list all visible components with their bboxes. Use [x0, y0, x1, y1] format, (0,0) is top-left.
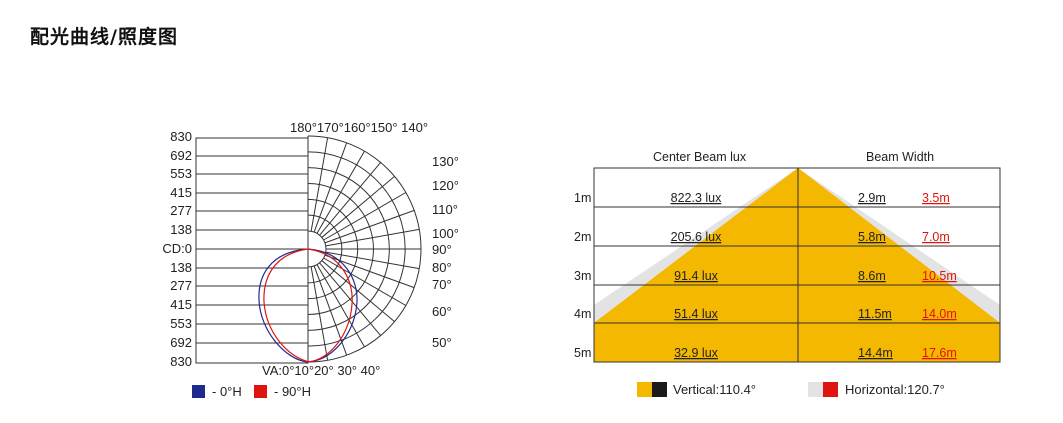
- legend-swatch-horizontal-grey: [808, 382, 823, 397]
- cd-label: CD:0: [162, 241, 192, 256]
- polar-radial: [323, 257, 407, 306]
- cd-labels: 830 692 553 415 277 138 CD:0 138 277 415 553 692 830: [162, 129, 192, 369]
- illum-frame: [593, 167, 1001, 363]
- page-title: 配光曲线/照度图: [30, 26, 178, 48]
- cd-label: 553: [170, 166, 192, 181]
- cd-label: 553: [170, 316, 192, 331]
- illum-rows: 1m 822.3 lux 2.9m 3.5m 2m 205.6 lux 5.8m 7.0m 3m…: [574, 191, 957, 360]
- polar-radial: [324, 209, 415, 244]
- row-horizontal-width: 14.0m: [922, 307, 957, 321]
- polar-radial: [321, 175, 395, 238]
- legend-label-0h: - 0°H: [212, 384, 242, 399]
- polar-radial: [319, 262, 382, 336]
- polar-radial: [325, 251, 420, 270]
- row-horizontal-width: 17.6m: [922, 346, 957, 360]
- angle-label: 60°: [432, 304, 452, 319]
- cd-label: 277: [170, 203, 192, 218]
- illuminance-diagram: Center Beam lux Beam Width 1m 822.3 lux 2.…: [574, 150, 1001, 397]
- row-vertical-width: 11.5m: [858, 307, 892, 321]
- angle-label: 100°: [432, 226, 459, 241]
- angle-label: 80°: [432, 260, 452, 275]
- legend-horizontal: Horizontal:120.7°: [845, 382, 945, 397]
- angle-label: 90°: [432, 242, 452, 257]
- row-lux: 822.3 lux: [671, 191, 722, 205]
- polar-radial: [313, 142, 348, 233]
- header-beam-width: Beam Width: [866, 150, 934, 164]
- cd-label: 138: [170, 222, 192, 237]
- polar-diagram: 830692553415277138CD:0138277415553692830…: [162, 120, 459, 399]
- polar-radial: [319, 162, 382, 236]
- polar-radial: [313, 265, 348, 356]
- right-angle-labels: 130° 120° 110° 100°90° 80° 70° 60° 50°: [432, 154, 459, 350]
- angle-label: 70°: [432, 277, 452, 292]
- curve-0h: [258, 248, 309, 363]
- row-vertical-width: 14.4m: [858, 346, 893, 360]
- cd-label: 692: [170, 335, 192, 350]
- polar-radial: [325, 228, 420, 247]
- bottom-angle-labels: VA:0°10°20° 30° 40°: [262, 363, 380, 378]
- row-vertical-width: 5.8m: [858, 230, 886, 244]
- polar-radial: [310, 137, 329, 232]
- row-horizontal-width: 7.0m: [922, 230, 950, 244]
- cd-label: 415: [170, 297, 192, 312]
- polar-web: [307, 135, 422, 363]
- cd-label: 830: [170, 129, 192, 144]
- polar-grid: [196, 155, 308, 344]
- angle-label: 50°: [432, 335, 452, 350]
- row-lux: 91.4 lux: [674, 269, 719, 283]
- cd-label: 277: [170, 278, 192, 293]
- cd-label: 830: [170, 354, 192, 369]
- row-vertical-width: 2.9m: [858, 191, 886, 205]
- angle-label: 130°: [432, 154, 459, 169]
- polar-radial: [310, 266, 329, 361]
- row-lux: 32.9 lux: [674, 346, 719, 360]
- legend-swatch-vertical-yellow: [637, 382, 652, 397]
- legend-swatch-vertical-dark: [652, 382, 667, 397]
- legend-swatch-90h: [254, 385, 267, 398]
- row-horizontal-width: 3.5m: [922, 191, 950, 205]
- curve-0h-right: [307, 248, 358, 363]
- row-distance: 2m: [574, 230, 591, 244]
- header-center-beam-lux: Center Beam lux: [653, 150, 747, 164]
- polar-radial: [321, 260, 395, 323]
- curve-90h: [263, 248, 311, 363]
- row-distance: 3m: [574, 269, 591, 283]
- row-distance: 5m: [574, 346, 591, 360]
- angle-label: 120°: [432, 178, 459, 193]
- polar-radial: [316, 264, 365, 348]
- row-lux: 51.4 lux: [674, 307, 719, 321]
- polar-frame: [195, 137, 309, 364]
- polar-radial: [316, 150, 365, 234]
- row-distance: 1m: [574, 191, 591, 205]
- cd-label: 692: [170, 148, 192, 163]
- legend-label-90h: - 90°H: [274, 384, 311, 399]
- row-horizontal-width: 10.5m: [922, 269, 957, 283]
- row-vertical-width: 8.6m: [858, 269, 886, 283]
- angle-label: 110°: [432, 202, 458, 217]
- cd-label: 138: [170, 260, 192, 275]
- polar-radial: [323, 192, 407, 241]
- legend-vertical: Vertical:110.4°: [673, 382, 756, 397]
- cd-label: 415: [170, 185, 192, 200]
- row-distance: 4m: [574, 307, 591, 321]
- legend-swatch-0h: [192, 385, 205, 398]
- curve-90h-right: [307, 248, 353, 363]
- top-angle-labels: 180°170°160°150° 140°: [290, 120, 428, 135]
- legend-swatch-horizontal-red: [823, 382, 838, 397]
- row-lux: 205.6 lux: [671, 230, 722, 244]
